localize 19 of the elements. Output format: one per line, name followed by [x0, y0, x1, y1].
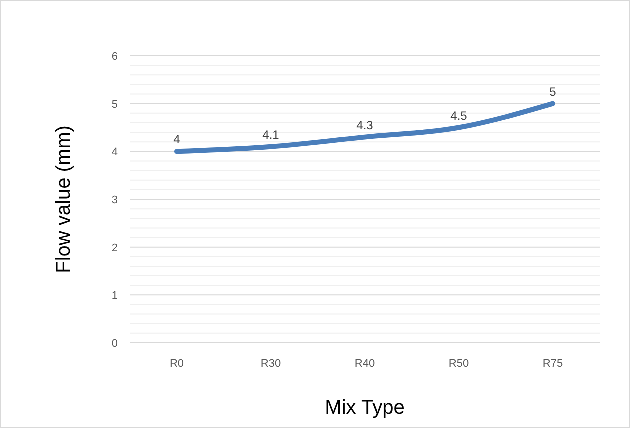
data-label: 4.1 — [262, 128, 280, 142]
data-label: 4.5 — [450, 108, 468, 123]
x-axis-title: Mix Type — [325, 397, 405, 419]
y-tick-label: 3 — [112, 194, 118, 206]
x-tick-label: R50 — [448, 358, 470, 370]
y-tick-label: 4 — [112, 146, 118, 159]
data-label: 5 — [550, 84, 557, 99]
y-tick-label: 2 — [112, 242, 118, 254]
y-tick-label: 5 — [112, 98, 118, 111]
y-axis-title: Flow value (mm) — [53, 126, 75, 274]
x-tick-label: R30 — [260, 358, 282, 370]
y-tick-label: 1 — [112, 290, 118, 302]
y-tick-label: 6 — [112, 51, 118, 63]
x-tick-label: R0 — [170, 358, 184, 370]
data-label: 4.3 — [356, 118, 374, 132]
x-tick-label: R40 — [354, 358, 376, 370]
x-tick-label: R75 — [542, 358, 564, 370]
y-tick-label: 0 — [112, 338, 118, 350]
data-label: 4 — [174, 132, 181, 147]
